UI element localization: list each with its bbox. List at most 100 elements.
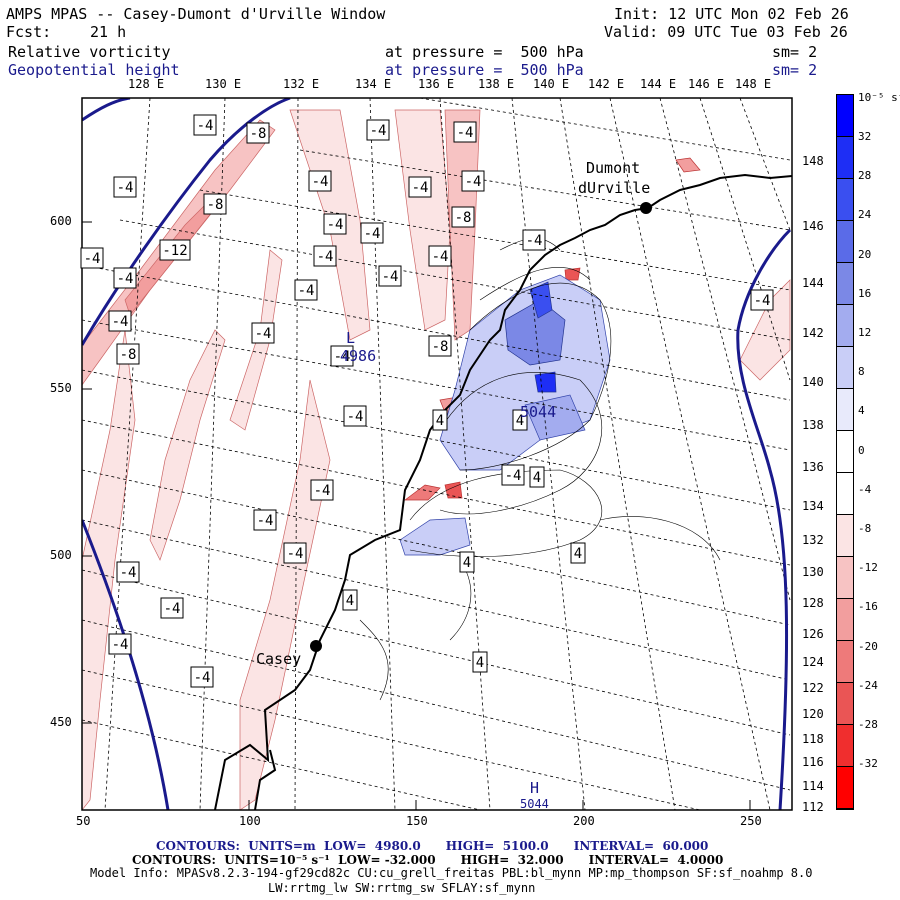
colorbar-label: 4	[858, 404, 865, 418]
colorbar-cell	[837, 95, 853, 137]
colorbar-cell	[837, 179, 853, 221]
height-label-high: 5044	[520, 403, 557, 421]
longitude-label: 142 E	[588, 77, 625, 91]
colorbar-label: -20	[858, 639, 878, 653]
station-label-casey: Casey	[256, 650, 302, 668]
longitude-label: 144 E	[640, 77, 677, 91]
latitude-label: 146	[802, 219, 824, 233]
svg-text:-4: -4	[432, 249, 449, 265]
svg-text:4: 4	[463, 555, 471, 571]
colorbar-label: 16	[858, 286, 872, 300]
field2-name: Geopotential height	[8, 61, 180, 79]
field2-smoothing: sm= 2	[772, 61, 818, 79]
vorticity-label: -4	[113, 176, 137, 198]
x-tick-200: 200	[573, 814, 595, 828]
svg-text:-4: -4	[112, 637, 129, 653]
colorbar-label: 20	[858, 247, 872, 261]
colorbar-cell	[837, 221, 853, 263]
colorbar-label: -12	[858, 561, 878, 575]
latitude-label: 122	[802, 681, 824, 695]
colorbar-cell	[837, 515, 853, 557]
vorticity-label: -4	[501, 464, 525, 486]
vorticity-label: -4	[310, 479, 334, 501]
svg-text:-8: -8	[455, 210, 472, 226]
svg-text:4: 4	[436, 413, 444, 429]
vorticity-label: -4	[108, 633, 132, 655]
vorticity-label: -4	[330, 345, 354, 367]
svg-text:-4: -4	[754, 293, 771, 309]
svg-text:-4: -4	[457, 125, 474, 141]
station-marker-dumont	[640, 202, 652, 214]
forecast-hour: 21 h	[90, 23, 127, 41]
vorticity-label: -4	[313, 245, 337, 267]
vorticity-label: -4	[323, 213, 347, 235]
latitude-label: 118	[802, 732, 824, 746]
vorticity-label: -8	[116, 343, 140, 365]
vorticity-label: 4	[512, 409, 528, 431]
colorbar-label: 0	[858, 443, 865, 457]
svg-text:-4: -4	[412, 180, 429, 196]
field1-name: Relative vorticity	[8, 43, 171, 61]
svg-text:4: 4	[516, 413, 524, 429]
svg-text:-12: -12	[162, 243, 187, 259]
svg-text:-4: -4	[526, 233, 543, 249]
colorbar-units: 10⁻⁵ s⁻¹	[858, 91, 900, 104]
vorticity-label: -4	[453, 121, 477, 143]
low-marker: L	[346, 329, 356, 347]
vorticity-label: -8	[203, 193, 227, 215]
svg-text:-4: -4	[84, 251, 101, 267]
coastline	[214, 173, 792, 810]
svg-text:-8: -8	[120, 347, 137, 363]
latitude-label: 136	[802, 460, 824, 474]
svg-text:4: 4	[346, 593, 354, 609]
contours-line-vorticity: CONTOURS: UNITS=10⁻⁵ s⁻¹ LOW= -32.000 HI…	[132, 853, 724, 867]
vorticity-label: -4	[193, 114, 217, 136]
colorbar-label: -28	[858, 718, 878, 731]
x-tick-50: 50	[76, 814, 91, 828]
vorticity-label: -4	[190, 666, 214, 688]
valid-time: Valid: 09 UTC Tue 03 Feb 26	[604, 23, 848, 41]
vorticity-label: -4	[378, 265, 402, 287]
colorbar-label: -4	[858, 482, 872, 496]
longitude-label: 128 E	[128, 77, 165, 91]
negative-vorticity-shading	[82, 109, 791, 810]
high-marker: H	[530, 779, 540, 797]
latitude-label: 126	[802, 627, 824, 641]
vorticity-label: -12	[159, 239, 191, 261]
latitude-label: 114	[802, 779, 824, 793]
svg-text:-4: -4	[197, 118, 214, 134]
svg-text:-4: -4	[120, 565, 137, 581]
colorbar-cell	[837, 557, 853, 599]
colorbar-label: 28	[858, 169, 872, 183]
latitude-label: 134	[802, 499, 824, 513]
y-tick-450: 450	[50, 715, 72, 729]
high-marker-value: 5044	[520, 797, 549, 811]
latitude-label: 112	[802, 800, 824, 814]
graticule	[82, 98, 791, 810]
vorticity-label: -4	[253, 509, 277, 531]
vorticity-label: -8	[451, 206, 475, 228]
colorbar-cell	[837, 599, 853, 641]
colorbar-cell	[837, 347, 853, 389]
latitude-label: 148	[802, 154, 824, 168]
latitude-label: 130	[802, 565, 824, 579]
model-info-physics: LW:rrtmg_lw SW:rrtmg_sw SFLAY:sf_mynn	[268, 881, 536, 895]
vorticity-label: -8	[428, 335, 452, 357]
vorticity-label: -4	[366, 119, 390, 141]
vorticity-label: -4	[80, 247, 104, 269]
station-label-durville: dUrville	[578, 179, 651, 197]
svg-text:-4: -4	[298, 283, 315, 299]
vorticity-label: -4	[251, 322, 275, 344]
x-tick-250: 250	[740, 814, 762, 828]
x-tick-100: 100	[239, 814, 261, 828]
vorticity-label: 4	[472, 651, 488, 673]
vorticity-label: -4	[343, 405, 367, 427]
colorbar-label: 24	[858, 208, 872, 222]
colorbar-label: -8	[858, 522, 872, 535]
axis-ticks	[81, 221, 751, 810]
svg-text:-4: -4	[334, 349, 351, 365]
field1-level: at pressure = 500 hPa	[385, 43, 584, 61]
vorticity-label: -4	[294, 279, 318, 301]
y-tick-500: 500	[50, 548, 72, 562]
colorbar-cell	[837, 137, 853, 179]
